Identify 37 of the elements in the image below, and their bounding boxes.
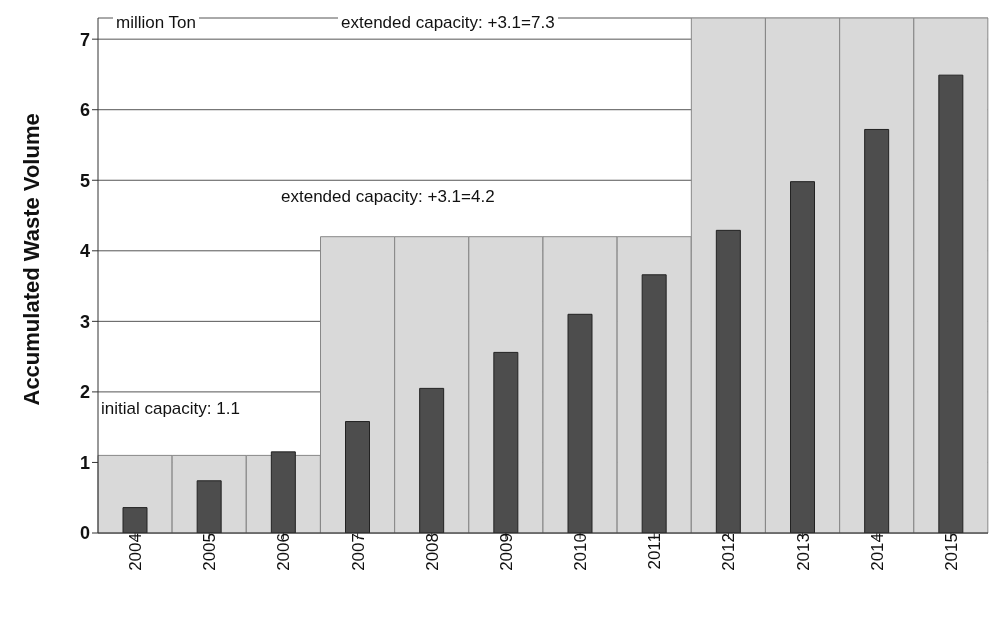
bar xyxy=(567,313,593,533)
bar xyxy=(345,421,370,533)
x-tick-label: 2008 xyxy=(422,533,442,571)
bar xyxy=(938,74,964,533)
y-tick-label: 2 xyxy=(79,382,90,403)
x-tick-label: 2004 xyxy=(126,533,146,571)
y-tick-label: 3 xyxy=(79,311,90,332)
bar xyxy=(196,480,222,533)
bar xyxy=(270,451,296,533)
x-tick-label: 2006 xyxy=(274,533,294,571)
x-tick-label: 2012 xyxy=(719,533,739,571)
x-tick-label: 2011 xyxy=(645,533,665,570)
y-tick-label: 6 xyxy=(79,100,90,121)
x-tick-label: 2010 xyxy=(571,533,591,571)
x-tick-label: 2015 xyxy=(941,533,961,571)
y-axis-title: Accumulated Waste Volume xyxy=(18,113,44,406)
y-tick-label: 7 xyxy=(79,29,90,50)
bar xyxy=(419,387,445,533)
x-tick-label: 2014 xyxy=(867,533,887,571)
x-tick-label: 2007 xyxy=(348,533,368,571)
y-tick-label: 4 xyxy=(79,241,90,262)
bar xyxy=(790,181,815,533)
annotation: extended capacity: +3.1=7.3 xyxy=(338,12,558,34)
bar xyxy=(715,229,741,533)
bar xyxy=(122,507,148,533)
annotation: extended capacity: +3.1=4.2 xyxy=(280,186,496,208)
x-tick-label: 2009 xyxy=(496,533,516,571)
bar xyxy=(493,351,519,533)
bar xyxy=(864,128,890,533)
y-tick-label: 1 xyxy=(79,452,90,473)
x-tick-label: 2013 xyxy=(793,533,813,571)
y-tick-label: 5 xyxy=(79,170,90,191)
annotation: million Ton xyxy=(113,12,200,34)
x-tick-label: 2005 xyxy=(200,533,220,571)
bar xyxy=(641,274,667,533)
y-tick-label: 0 xyxy=(79,523,90,544)
annotation: initial capacity: 1.1 xyxy=(100,398,241,420)
